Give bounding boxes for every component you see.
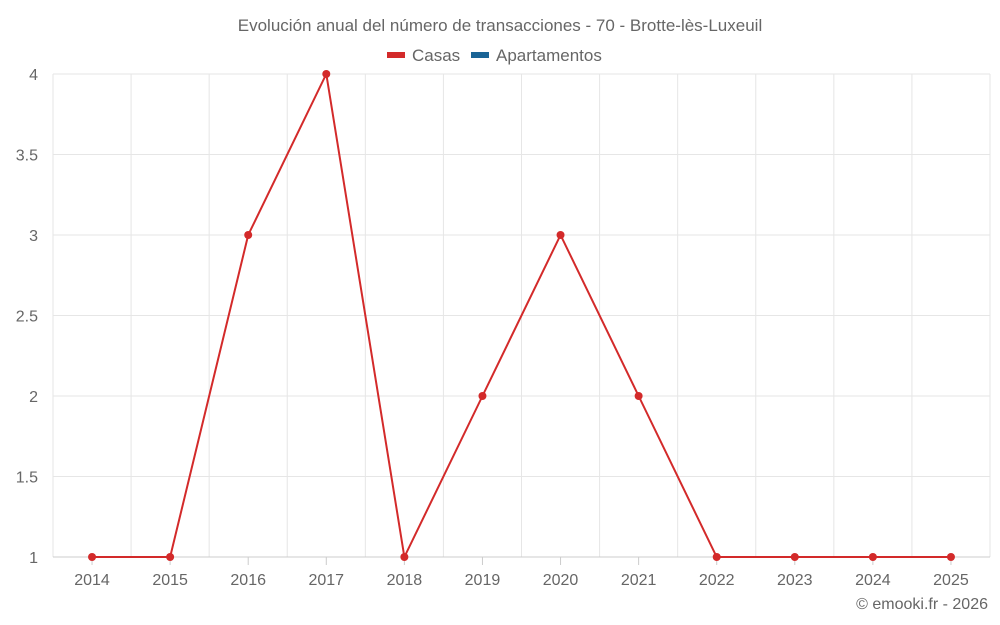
legend-label-casas: Casas [412,46,460,65]
x-tick-label: 2022 [699,572,735,589]
legend: Casas Apartamentos [387,46,602,65]
data-point[interactable] [166,553,175,561]
data-point[interactable] [88,553,97,561]
series [88,70,955,561]
y-tick-label: 3 [29,228,38,245]
x-tick-label: 2023 [777,572,813,589]
chart-title: Evolución anual del número de transaccio… [238,16,762,35]
data-point[interactable] [556,231,565,239]
data-point[interactable] [478,392,487,400]
data-point[interactable] [244,231,253,239]
data-point[interactable] [790,553,799,561]
legend-item-casas[interactable]: Casas [387,46,460,65]
series-line-casas [92,70,951,561]
data-point[interactable] [712,553,721,561]
x-tick-label: 2016 [230,572,266,589]
data-point[interactable] [946,553,955,561]
y-tick-label: 1 [29,550,38,567]
data-point[interactable] [322,70,331,78]
x-tick-label: 2018 [387,572,423,589]
x-tick-label: 2019 [465,572,501,589]
credit-text: © emooki.fr - 2026 [856,596,988,613]
y-tick-label: 4 [29,67,38,84]
x-tick-label: 2015 [152,572,188,589]
x-tick-label: 2014 [74,572,110,589]
y-tick-label: 1.5 [16,470,38,487]
legend-label-apartamentos: Apartamentos [496,46,602,65]
legend-swatch-apartamentos [471,52,489,58]
data-point[interactable] [400,553,409,561]
data-point[interactable] [634,392,643,400]
y-tick-label: 3.5 [16,148,38,165]
axes: 1 1.5 2 2.5 3 3.5 4 2014 2015 2016 2017 2018 2019 202… [16,67,990,589]
data-point[interactable] [868,553,877,561]
x-tick-label: 2025 [933,572,969,589]
x-tick-label: 2020 [543,572,579,589]
legend-swatch-casas [387,52,405,58]
y-tick-label: 2 [29,389,38,406]
x-tick-label: 2024 [855,572,891,589]
x-tick-label: 2021 [621,572,657,589]
x-tick-label: 2017 [308,572,344,589]
legend-item-apartamentos[interactable]: Apartamentos [471,46,602,65]
y-tick-label: 2.5 [16,309,38,326]
